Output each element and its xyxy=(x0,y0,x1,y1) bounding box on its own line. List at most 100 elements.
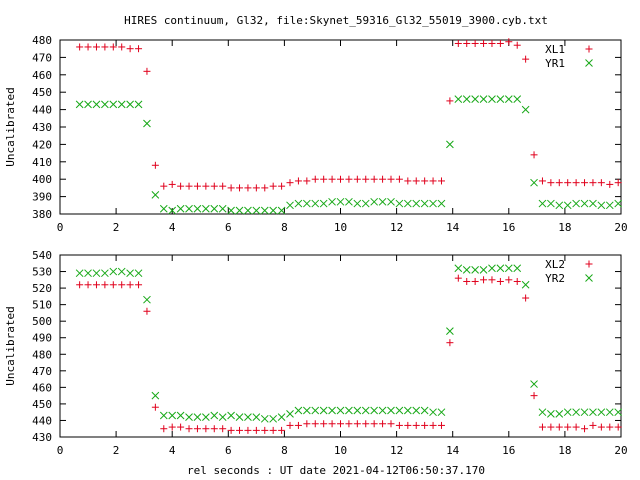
data-point-yr1 xyxy=(176,204,185,213)
y-tick-label: 500 xyxy=(32,315,52,328)
y-tick-label: 460 xyxy=(32,69,52,82)
x-tick-label: 2 xyxy=(113,444,120,457)
data-point-xl2 xyxy=(412,421,420,429)
y-tick-label: 400 xyxy=(32,173,52,186)
data-point-yr1 xyxy=(597,201,606,210)
data-point-yr2 xyxy=(328,406,336,415)
data-point-yr2 xyxy=(336,406,345,415)
x-tick-label: 8 xyxy=(281,444,288,457)
data-point-yr2 xyxy=(202,413,210,421)
data-point-yr2 xyxy=(159,411,168,420)
data-point-yr2 xyxy=(589,408,597,417)
data-point-yr2 xyxy=(101,269,109,278)
data-point-yr1 xyxy=(572,199,580,208)
data-point-xl1 xyxy=(454,39,462,47)
data-point-yr1 xyxy=(269,206,278,215)
data-point-xl1 xyxy=(597,179,605,187)
data-point-xl1 xyxy=(379,175,387,183)
y-tick-label: 430 xyxy=(32,431,52,444)
x-axis-label: rel seconds : UT date 2021-04-12T06:50:3… xyxy=(187,464,485,477)
data-point-yr1 xyxy=(530,178,538,187)
data-point-yr2 xyxy=(572,408,580,417)
data-point-yr1 xyxy=(336,197,345,206)
data-point-xl2 xyxy=(143,307,151,315)
data-point-xl2 xyxy=(513,277,521,285)
data-point-yr1 xyxy=(446,140,454,149)
data-point-yr2 xyxy=(547,409,555,418)
data-point-yr2 xyxy=(345,406,353,415)
data-point-xl2 xyxy=(547,423,555,431)
data-point-yr1 xyxy=(563,201,572,210)
data-point-xl1 xyxy=(370,175,378,183)
data-point-xl1 xyxy=(555,179,563,187)
data-point-yr1 xyxy=(260,206,269,215)
x-tick-label: 2 xyxy=(113,221,120,234)
data-point-xl1 xyxy=(151,161,159,169)
x-tick-label: 6 xyxy=(225,444,232,457)
data-point-yr1 xyxy=(479,95,488,104)
data-point-xl1 xyxy=(496,39,504,47)
x-tick-label: 16 xyxy=(502,221,515,234)
data-point-xl2 xyxy=(135,281,143,289)
y-tick-label: 460 xyxy=(32,381,52,394)
data-point-xl2 xyxy=(421,421,429,429)
data-point-yr1 xyxy=(555,201,564,210)
data-point-yr2 xyxy=(555,409,564,418)
data-point-yr2 xyxy=(269,414,278,423)
data-point-xl1 xyxy=(202,182,210,190)
bottom-plot-panel: Uncalibrated4304404504604704804905005105… xyxy=(4,249,628,457)
data-point-xl1 xyxy=(614,179,622,187)
data-point-yr2 xyxy=(84,269,92,278)
data-point-yr2 xyxy=(403,406,412,415)
data-point-xl2 xyxy=(236,426,244,434)
data-point-yr1 xyxy=(521,105,530,114)
data-point-xl2 xyxy=(345,420,353,428)
data-point-xl2 xyxy=(538,423,546,431)
data-point-yr1 xyxy=(513,95,522,104)
data-point-yr1 xyxy=(387,197,395,206)
data-point-yr1 xyxy=(471,95,479,104)
data-point-xl1 xyxy=(547,179,555,187)
data-point-xl1 xyxy=(480,39,488,47)
data-point-yr1 xyxy=(403,199,412,208)
data-point-yr2 xyxy=(353,406,362,415)
data-point-xl1 xyxy=(395,175,403,183)
data-point-xl2 xyxy=(353,420,361,428)
data-point-xl1 xyxy=(362,175,370,183)
data-point-yr1 xyxy=(286,201,294,210)
data-point-xl1 xyxy=(244,184,252,192)
data-point-xl2 xyxy=(488,276,496,284)
data-point-yr1 xyxy=(277,206,286,215)
data-point-yr2 xyxy=(504,264,513,273)
data-point-xl2 xyxy=(185,425,193,433)
data-point-yr2 xyxy=(134,269,143,278)
data-point-yr1 xyxy=(193,204,202,213)
y-tick-label: 440 xyxy=(32,414,52,427)
data-point-yr1 xyxy=(134,100,143,109)
data-point-xl2 xyxy=(328,420,336,428)
data-point-xl1 xyxy=(412,177,420,185)
y-tick-label: 510 xyxy=(32,299,52,312)
top-plot-panel: Uncalibrated3803904004104204304404504604… xyxy=(4,34,628,234)
data-point-yr1 xyxy=(202,204,210,213)
data-point-xl2 xyxy=(505,276,513,284)
data-point-yr1 xyxy=(143,119,151,128)
data-point-yr1 xyxy=(218,204,227,213)
data-point-xl1 xyxy=(193,182,201,190)
data-point-xl1 xyxy=(84,43,92,51)
data-point-yr1 xyxy=(547,199,555,208)
data-point-yr1 xyxy=(580,199,589,208)
x-tick-label: 14 xyxy=(446,444,460,457)
data-point-xl1 xyxy=(118,43,126,51)
data-point-yr1 xyxy=(488,95,496,104)
data-point-xl2 xyxy=(446,339,454,347)
data-point-yr1 xyxy=(370,197,379,206)
data-point-xl1 xyxy=(227,184,235,192)
data-point-xl2 xyxy=(84,281,92,289)
y-tick-label: 480 xyxy=(32,34,52,47)
x-tick-label: 10 xyxy=(334,444,347,457)
data-point-xl2 xyxy=(362,420,370,428)
data-point-xl1 xyxy=(261,184,269,192)
data-point-yr1 xyxy=(538,199,547,208)
y-tick-label: 540 xyxy=(32,249,52,262)
